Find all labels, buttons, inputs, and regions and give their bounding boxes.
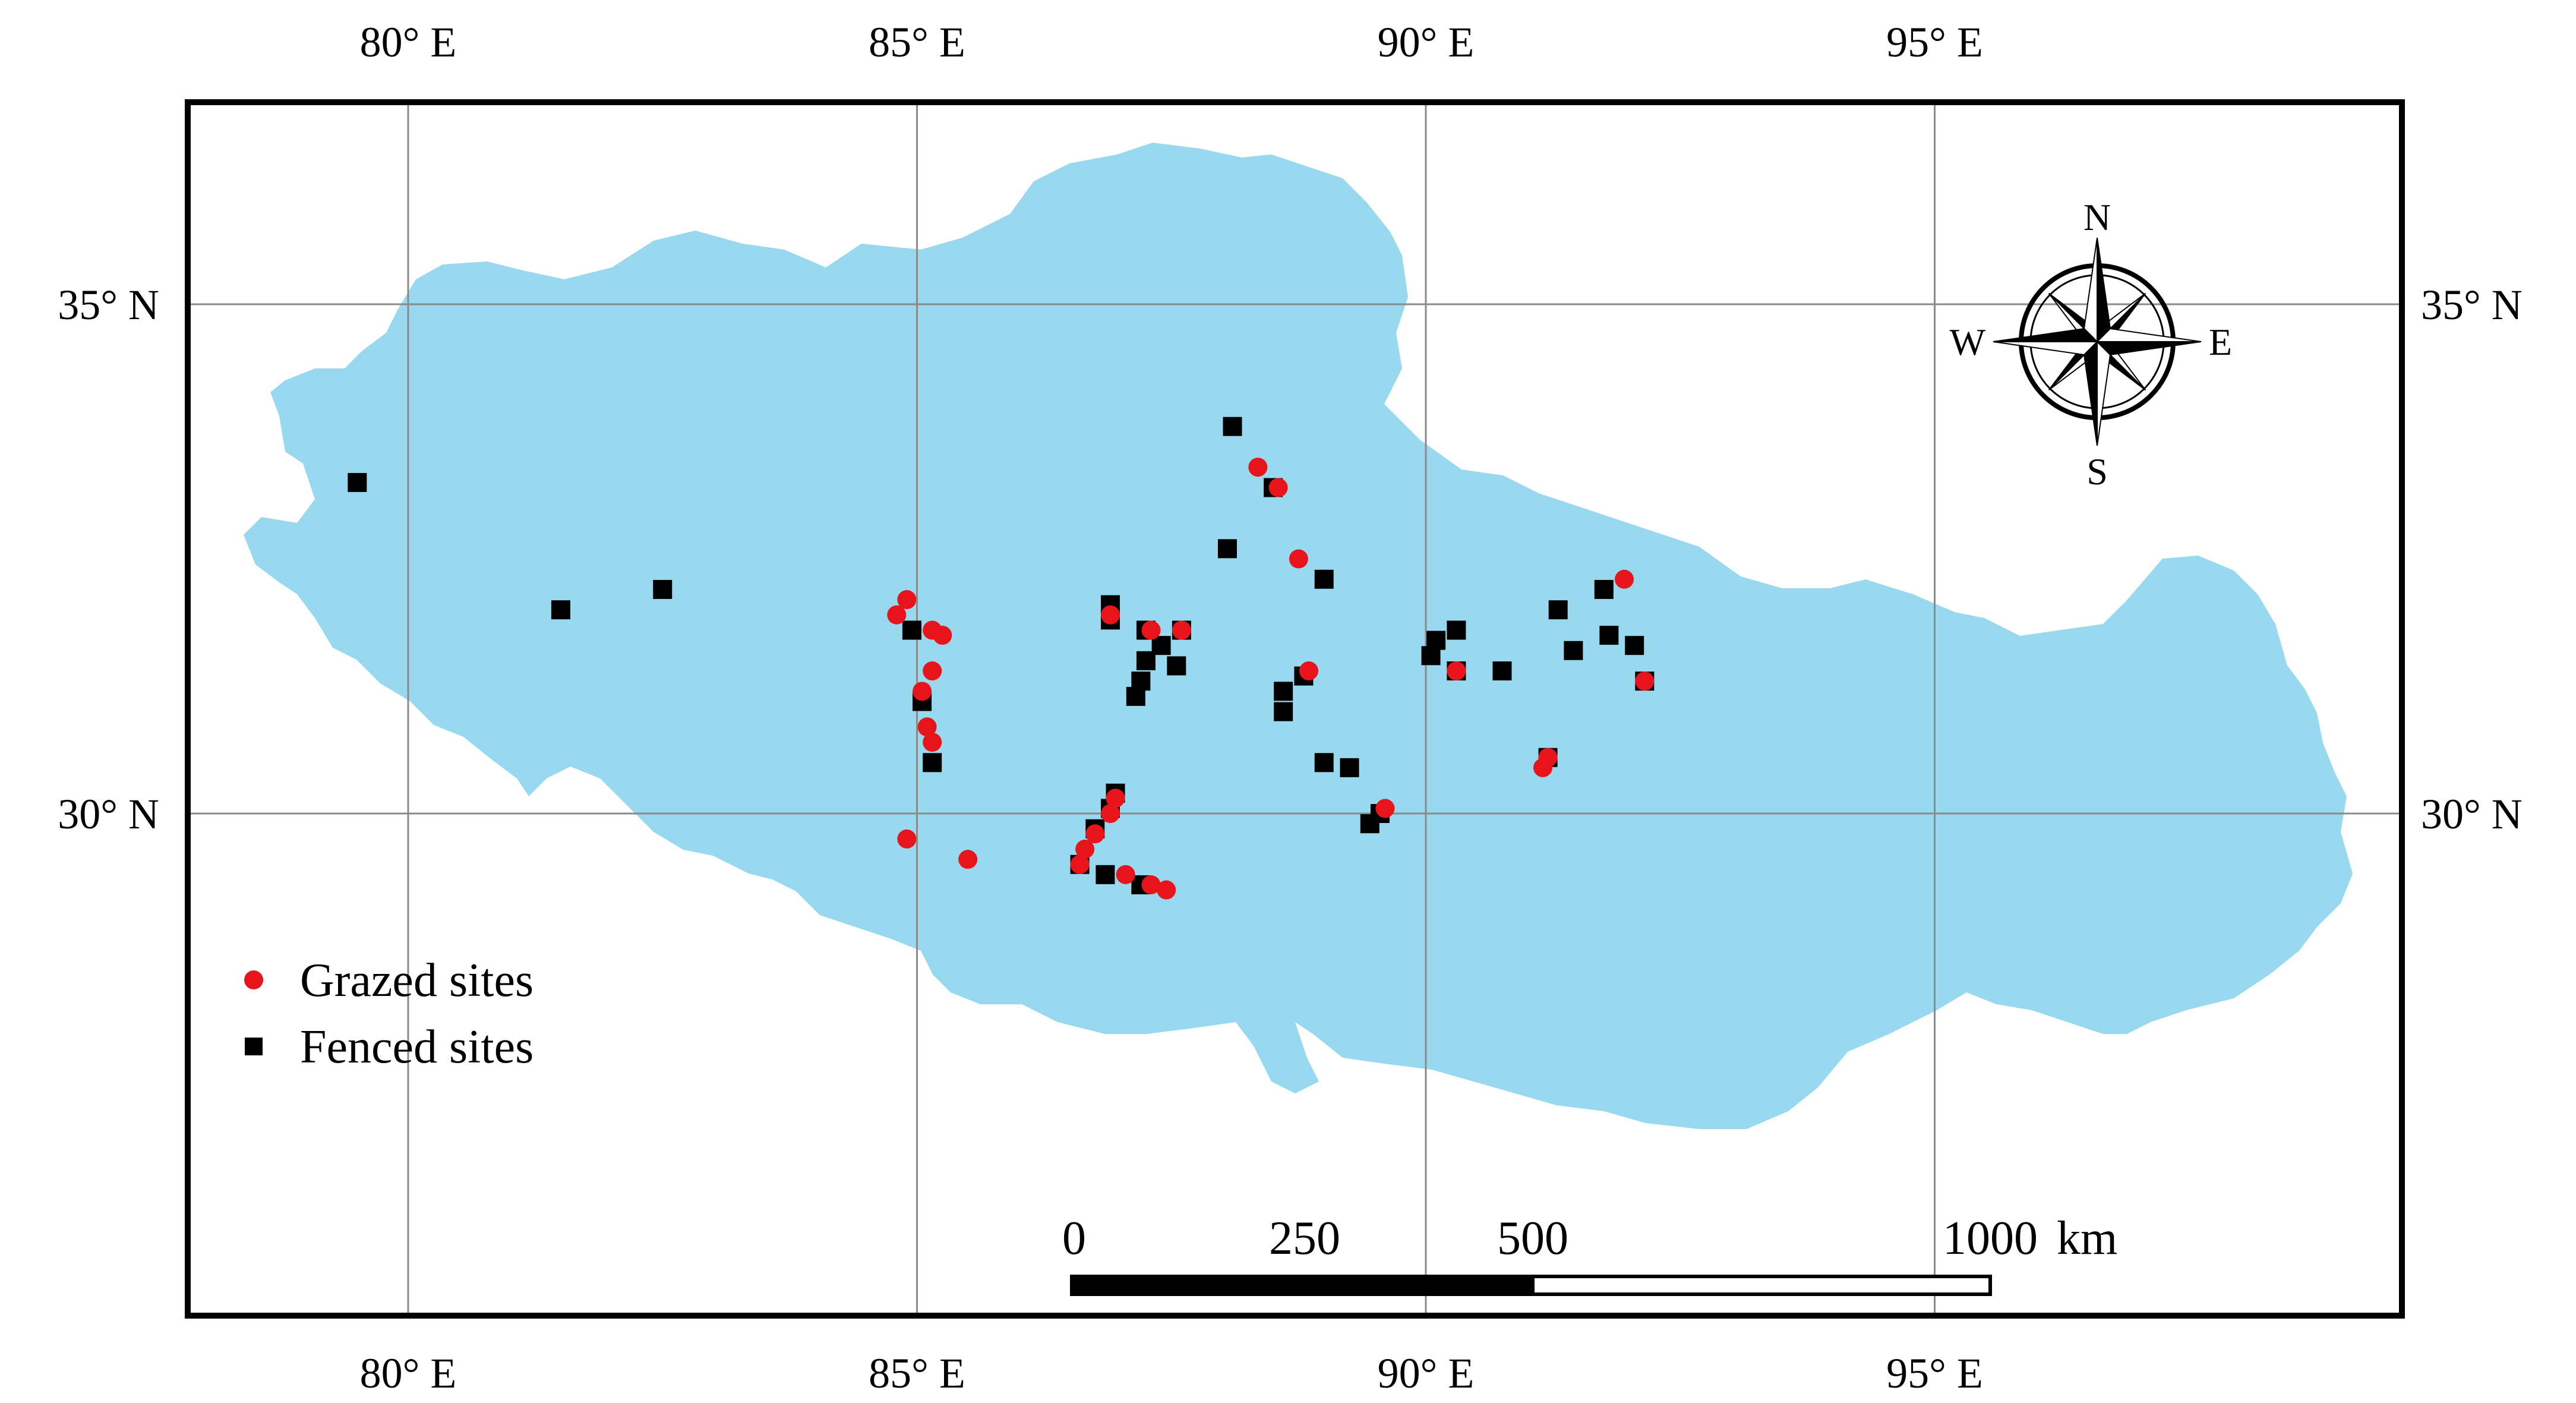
compass-north-label: N (2083, 196, 2111, 238)
fenced-site-marker (902, 620, 921, 640)
grazed-site-marker (933, 626, 952, 645)
fenced-site-marker (1314, 569, 1334, 589)
latitude-label: 30° N (58, 790, 159, 838)
scale-bar-filled (1072, 1276, 1533, 1294)
fenced-site-marker (1167, 656, 1186, 676)
scale-tick-500: 500 (1497, 1212, 1568, 1265)
grazed-site-marker (1100, 804, 1120, 823)
scale-unit: km (2057, 1212, 2117, 1265)
fenced-site-marker (1136, 651, 1156, 670)
grazed-site-marker (1085, 824, 1105, 844)
grazed-site-marker (887, 605, 907, 625)
fenced-site-marker (1314, 753, 1334, 773)
longitude-label: 90° E (1378, 18, 1475, 66)
grazed-site-marker (1447, 661, 1466, 681)
longitude-label: 80° E (360, 18, 457, 66)
latitude-labels-left: 35° N 30° N (58, 281, 159, 838)
fenced-site-marker (1594, 579, 1614, 599)
map-frame (185, 99, 2405, 1319)
scale-bar: 0 250 500 1000 km (1062, 1212, 2117, 1296)
fenced-site-marker (1340, 758, 1359, 777)
fenced-site-marker (348, 472, 367, 492)
longitude-label: 95° E (1886, 18, 1983, 66)
compass-south-label: S (2086, 450, 2108, 493)
fenced-site-marker (1126, 686, 1145, 706)
grazed-site-marker (897, 590, 917, 610)
fenced-site-marker (1096, 865, 1115, 884)
fenced-site-marker (551, 600, 570, 620)
fenced-site-marker (1548, 600, 1568, 620)
tibet-region (244, 143, 2353, 1129)
longitude-label: 90° E (1378, 1350, 1475, 1397)
legend: Grazed sites Fenced sites (244, 954, 533, 1073)
fenced-site-marker (1426, 630, 1446, 650)
longitude-label: 85° E (869, 18, 965, 66)
grazed-site-marker (913, 682, 932, 701)
grazed-site-marker (1248, 458, 1268, 477)
latitude-labels-right: 35° N 30° N (2421, 281, 2523, 838)
fenced-site-marker (1217, 539, 1237, 559)
latitude-label: 30° N (2421, 790, 2523, 838)
grazed-site-marker (1299, 661, 1319, 681)
compass-west-label: W (1950, 321, 1986, 363)
grazed-site-marker (1615, 569, 1634, 589)
fenced-site-marker (1492, 661, 1512, 681)
grazed-site-marker (1268, 478, 1288, 497)
grazed-site-marker (958, 850, 978, 869)
grazed-site-marker (1100, 605, 1120, 625)
fenced-site-marker (1564, 641, 1583, 660)
grazed-sites (887, 458, 1655, 900)
grazed-site-marker (1289, 549, 1308, 569)
fenced-site-marker (1599, 626, 1619, 645)
scale-tick-0: 0 (1062, 1212, 1086, 1265)
grazed-site-marker (897, 829, 917, 849)
compass-east-label: E (2209, 321, 2232, 363)
fenced-legend-label: Fenced sites (300, 1021, 533, 1073)
scale-tick-1000: 1000 (1943, 1212, 2038, 1265)
longitude-label: 80° E (360, 1350, 457, 1397)
scale-tick-250: 250 (1269, 1212, 1340, 1265)
grazed-legend-symbol (244, 970, 263, 989)
longitude-labels-top: 80° E 85° E 90° E 95° E (360, 18, 1983, 66)
fenced-site-marker (653, 579, 673, 599)
fenced-site-marker (1274, 702, 1293, 721)
scale-bar-empty (1531, 1275, 1992, 1296)
grazed-site-marker (923, 733, 942, 752)
fenced-site-marker (1223, 417, 1242, 436)
grazed-site-marker (1106, 789, 1125, 808)
grazed-site-marker (1375, 799, 1395, 818)
fenced-site-marker (1274, 682, 1293, 701)
fenced-site-marker (1625, 636, 1644, 655)
longitude-labels-bottom: 80° E 85° E 90° E 95° E (360, 1350, 1983, 1397)
grazed-site-marker (1116, 865, 1135, 884)
longitude-label: 95° E (1886, 1350, 1983, 1397)
grazed-site-marker (1075, 839, 1095, 859)
grazed-site-marker (1635, 671, 1655, 691)
fenced-site-marker (1447, 620, 1466, 640)
fenced-site-marker (1360, 814, 1379, 834)
latitude-label: 35° N (58, 281, 159, 329)
grazed-site-marker (1157, 880, 1176, 900)
latitude-label: 35° N (2421, 281, 2523, 329)
grazed-legend-label: Grazed sites (300, 954, 533, 1007)
grazed-site-marker (1538, 748, 1558, 767)
grazed-site-marker (923, 661, 942, 681)
grazed-site-marker (1172, 620, 1191, 640)
fenced-site-marker (923, 753, 942, 773)
grazed-site-marker (1141, 875, 1161, 894)
compass-rose-icon: N S E W (1950, 196, 2233, 493)
fenced-legend-symbol (245, 1038, 263, 1055)
grazed-site-marker (1070, 855, 1090, 874)
grazed-site-marker (917, 717, 937, 737)
longitude-label: 85° E (869, 1350, 965, 1397)
grazed-site-marker (1141, 620, 1161, 640)
